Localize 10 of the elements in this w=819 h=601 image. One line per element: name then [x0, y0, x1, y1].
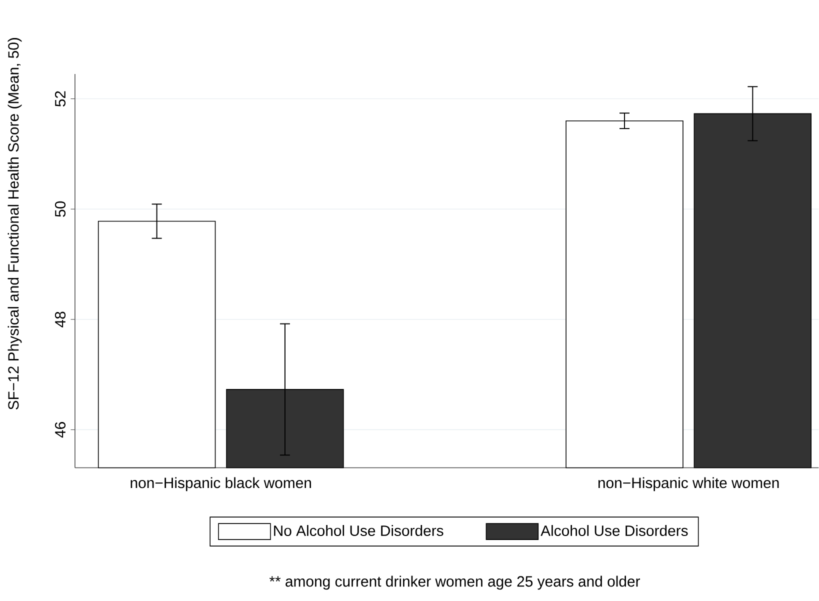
y-tick-label: 52 [54, 91, 66, 107]
legend-label: No Alcohol Use Disorders [274, 525, 444, 536]
legend-label: Alcohol Use Disorders [540, 525, 688, 536]
y-tick-label: 46 [54, 422, 66, 438]
x-tick-label: non−Hispanic white women [598, 477, 779, 492]
x-tick-label: non−Hispanic black women [130, 477, 311, 492]
y-axis-title: SF−12 Physical and Functional Health Score (Mean, 50) [8, 38, 22, 410]
text: ** among current drinker women age 25 years and older [269, 576, 640, 590]
y-tick-label: 50 [54, 202, 66, 217]
y-tick-label: 48 [54, 312, 66, 328]
